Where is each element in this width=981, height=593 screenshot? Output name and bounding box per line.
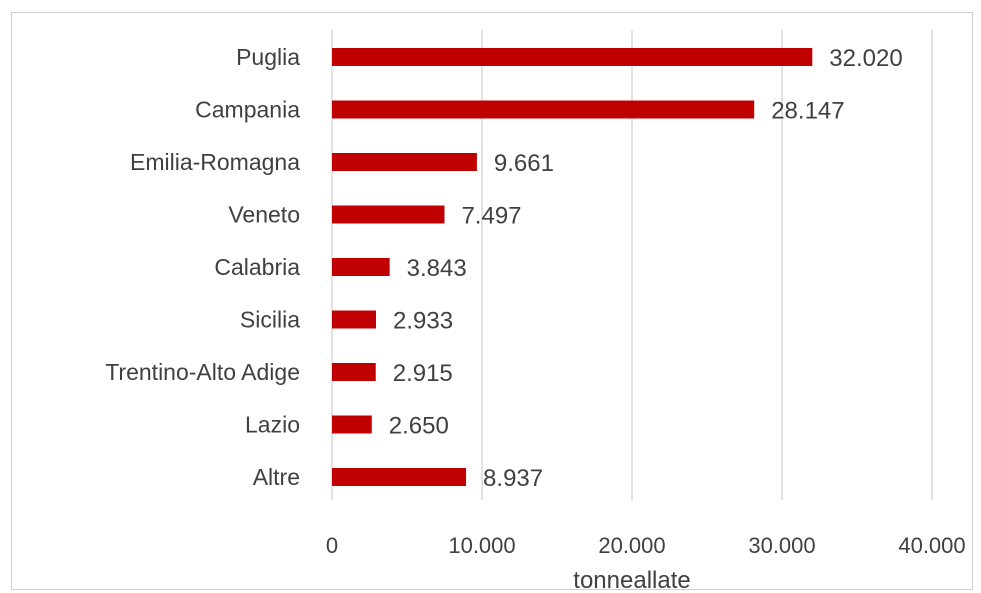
bar (332, 468, 467, 486)
bar (332, 363, 376, 381)
x-axis-title: tonneallate (573, 567, 690, 593)
data-label: 32.020 (829, 45, 902, 72)
x-tick-label: 0 (326, 533, 338, 558)
x-tick-labels: 0 10.000 20.000 30.000 40.000 (326, 533, 966, 558)
data-label: 28.147 (771, 98, 844, 125)
data-label: 8.937 (483, 465, 543, 492)
bar (332, 310, 376, 329)
x-tick-label: 40.000 (898, 533, 965, 558)
data-label: 2.933 (393, 308, 453, 335)
bar (332, 415, 372, 434)
category-label: Altre (253, 464, 300, 490)
data-label: 2.650 (389, 413, 449, 440)
bar (332, 100, 755, 119)
value-labels: 32.020 28.147 9.661 7.497 3.843 2.933 2.915 2.6… (389, 45, 903, 492)
bars (332, 48, 813, 486)
category-label: Calabria (214, 254, 300, 280)
bar (332, 205, 445, 224)
category-label: Puglia (236, 44, 300, 70)
x-tick-label: 30.000 (748, 533, 815, 558)
bar (332, 258, 390, 276)
x-tick-label: 10.000 (448, 533, 515, 558)
category-label: Trentino-Alto Adige (105, 359, 300, 385)
category-label: Lazio (245, 412, 300, 438)
category-label: Veneto (228, 202, 300, 228)
bar (332, 48, 813, 66)
data-label: 2.915 (393, 360, 453, 387)
data-label: 7.497 (461, 203, 521, 230)
category-label: Sicilia (240, 307, 300, 333)
data-label: 9.661 (494, 150, 554, 177)
category-label: Campania (195, 97, 300, 123)
category-label: Emilia-Romagna (130, 149, 300, 175)
bar (332, 153, 477, 171)
x-tick-label: 20.000 (598, 533, 665, 558)
category-labels: Puglia Campania Emilia-Romagna Veneto Calabr… (105, 44, 300, 490)
data-label: 3.843 (407, 255, 467, 282)
